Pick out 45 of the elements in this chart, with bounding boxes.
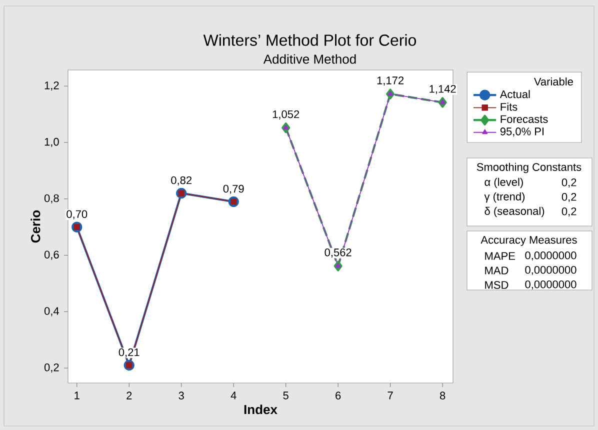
legend-label: 95,0% PI <box>500 128 544 137</box>
data-label: 1,172 <box>377 76 404 86</box>
data-label: 1,142 <box>430 84 456 94</box>
chart-title: Winters’ Method Plot for Cerio <box>203 34 416 46</box>
x-tick-label: 8 <box>440 392 446 400</box>
x-tick-label: 5 <box>283 392 288 400</box>
x-tick-label: 1 <box>74 392 80 400</box>
data-label: 0,82 <box>171 176 192 186</box>
x-tick-label: 4 <box>230 392 236 400</box>
x-tick-label: 6 <box>336 392 341 400</box>
data-label: 0,70 <box>66 210 88 220</box>
x-tick-label: 3 <box>178 392 184 400</box>
legend-title: Variable <box>534 77 573 86</box>
text: Accuracy Measures <box>480 236 577 246</box>
text: 0,0000000 <box>525 266 576 276</box>
text: Smoothing Constants <box>476 162 582 174</box>
x-tick-label: 7 <box>388 392 393 400</box>
chart-subtitle: Additive Method <box>263 54 356 64</box>
text: 0,2 <box>562 178 576 188</box>
y-axis-title: Cerio <box>30 210 40 243</box>
x-axis-title: Index <box>244 404 278 414</box>
text: 0,2 <box>562 192 576 202</box>
y-tick-label: 0,6 <box>44 250 59 260</box>
text: MAD <box>485 266 508 274</box>
text: δ (seasonal) <box>484 206 544 218</box>
y-tick-label: 1,2 <box>44 82 59 91</box>
data-label: 0,21 <box>118 348 140 358</box>
text: 0,0000000 <box>525 280 576 290</box>
y-tick-label: 0,4 <box>44 307 59 316</box>
legend-label: Fits <box>500 102 518 111</box>
legend-label: Actual <box>500 90 530 98</box>
legend-label: Forecasts <box>500 115 548 123</box>
data-label: 0,79 <box>223 184 244 194</box>
y-tick-label: 0,2 <box>44 364 59 373</box>
text: 0,0000000 <box>525 251 576 261</box>
x-tick-label: 2 <box>126 392 132 400</box>
text: MAPE <box>485 252 515 260</box>
y-tick-label: 0,8 <box>44 194 59 204</box>
y-tick-label: 1,0 <box>44 138 59 148</box>
text: 0,2 <box>562 207 576 217</box>
text: γ (trend) <box>484 192 525 203</box>
text: MSD <box>485 281 508 289</box>
text: α (level) <box>484 178 523 188</box>
data-label: 0,562 <box>324 248 352 258</box>
data-label: 1,052 <box>272 110 300 120</box>
